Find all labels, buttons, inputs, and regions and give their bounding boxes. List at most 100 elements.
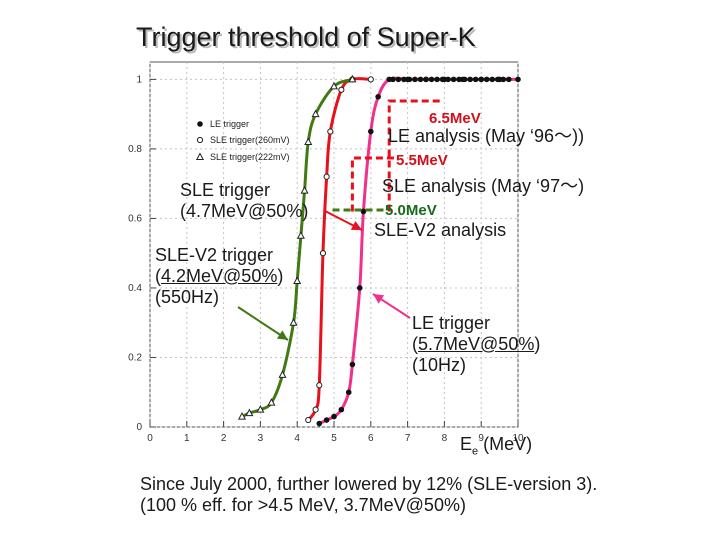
data-point-open-triangle (293, 276, 302, 284)
y-tick-label: 0 (136, 422, 142, 433)
x-tick-label: 3 (258, 433, 264, 444)
y-tick-label: 0.6 (128, 213, 142, 224)
le-trigger-threshold: 5.7MeV@50% (418, 334, 535, 354)
data-point-filled-circle (417, 76, 424, 83)
x-axis-label: Ee (MeV) (460, 434, 532, 458)
data-point-filled-circle (450, 76, 457, 83)
data-point-open-circle (319, 250, 327, 257)
slev2-analysis-threshold: 5.0MeV (385, 202, 437, 219)
le-trigger-label: LE trigger (5.7MeV@50%) (10Hz) (412, 313, 540, 376)
data-point-filled-circle (423, 76, 429, 83)
data-point-filled-circle (483, 76, 490, 83)
le-trigger-line1: LE trigger (412, 313, 491, 333)
slev2-trigger-threshold: 4.2MeV@50% (161, 266, 278, 286)
x-tick-label: 5 (331, 433, 337, 444)
data-point-filled-circle (349, 361, 356, 368)
sle-trigger-line2: (4.7MeV@50%) (180, 201, 309, 221)
data-point-filled-circle (331, 413, 337, 420)
x-tick-label: 10 (512, 433, 524, 444)
data-point-filled-circle (478, 76, 485, 83)
data-point-open-triangle (267, 398, 276, 406)
legend-entry: SLE trigger(260mV) (210, 135, 290, 145)
data-point-filled-circle (494, 76, 501, 83)
le-trigger-paren-close: ) (534, 334, 541, 354)
data-point-filled-circle (500, 76, 507, 83)
x-tick-label: 4 (294, 433, 300, 444)
threshold-5.0mev (332, 208, 384, 212)
le-trigger-paren-open: ( (412, 334, 418, 354)
data-point-open-triangle (245, 408, 254, 417)
data-point-open-circle (312, 406, 319, 413)
x-tick-label: 2 (221, 433, 227, 444)
data-point-filled-circle (338, 406, 345, 413)
data-point-open-circle (338, 86, 345, 93)
data-point-open-triangle (311, 109, 320, 118)
data-point-filled-circle (345, 389, 352, 396)
le-trigger-rate: (10Hz) (412, 355, 467, 375)
data-markers (237, 74, 521, 427)
data-point-open-triangle (296, 231, 305, 239)
le-analysis-threshold: 6.5MeV (429, 110, 481, 127)
slide-title: Trigger threshold of Super-K (136, 22, 476, 52)
x-tick-label: 0 (147, 433, 153, 444)
y-tick-label: 0.8 (128, 144, 142, 155)
data-point-open-triangle (195, 152, 205, 160)
slev2-trigger-line1: SLE-V2 trigger (155, 245, 274, 265)
data-point-filled-circle (412, 76, 418, 83)
data-point-open-circle (367, 76, 374, 83)
data-point-filled-circle (428, 76, 435, 83)
data-point-filled-circle (472, 76, 479, 83)
data-point-filled-circle (197, 121, 203, 127)
data-point-filled-circle (316, 420, 323, 427)
y-tick-label: 0.2 (128, 352, 142, 363)
data-point-filled-circle (356, 285, 363, 291)
slev2-trigger-paren-close: ) (277, 266, 284, 286)
data-point-filled-circle (506, 76, 512, 83)
x-axis-label-sub: e (472, 445, 479, 458)
grid (149, 62, 519, 428)
data-point-open-triangle (289, 318, 298, 326)
data-point-open-circle (316, 382, 323, 389)
data-point-filled-circle (375, 93, 381, 100)
x-tick-label: 6 (368, 433, 374, 444)
footer-line1: Since July 2000, further lowered by 12% … (140, 474, 598, 494)
x-tick-label: 1 (184, 433, 190, 444)
x-axis-label-main: E (460, 434, 473, 454)
data-point-open-circle (323, 173, 330, 180)
axes: 0 1 2 3 4 5 6 7 8 9 10 0 0.2 0.4 0.6 0.8 1 (128, 74, 524, 444)
sle-trigger-label: SLE trigger (4.7MeV@50%) (180, 180, 308, 222)
data-point-open-triangle (329, 81, 339, 90)
sle-trigger-line1: SLE trigger (180, 180, 271, 200)
y-tick-label: 1 (136, 74, 142, 85)
x-tick-label: 8 (442, 433, 448, 444)
data-point-open-triangle (348, 74, 357, 83)
data-point-filled-circle (489, 76, 496, 83)
arrow-sle-trigger-head (350, 220, 362, 230)
slev2-analysis-label: SLE-V2 analysis (374, 220, 507, 240)
threshold-6.5mev (387, 99, 440, 212)
data-point-open-triangle (256, 405, 265, 413)
data-point-open-triangle (237, 412, 247, 420)
threshold-5.5mev (350, 156, 395, 212)
data-point-filled-circle (390, 76, 396, 83)
legend-entry: LE trigger (210, 119, 249, 129)
y-tick-label: 0.4 (128, 283, 142, 294)
data-point-filled-circle (434, 76, 440, 83)
sle-analysis-label: SLE analysis (May ‘97～) (382, 176, 585, 196)
slev2-trigger-paren-open: ( (155, 266, 161, 286)
threshold-brackets (332, 99, 440, 212)
data-point-open-circle (327, 128, 334, 135)
annotation-arrows (237, 210, 411, 341)
x-tick-label: 9 (478, 433, 484, 444)
data-point-filled-circle (401, 76, 407, 83)
data-point-filled-circle (461, 76, 468, 83)
slev2-trigger-label: SLE-V2 trigger (4.2MeV@50%) (550Hz) (155, 245, 283, 308)
data-point-open-circle (305, 416, 312, 424)
data-point-filled-circle (439, 76, 446, 83)
chart-legend: LE trigger SLE trigger(260mV) SLE trigger(… (195, 119, 290, 162)
data-point-open-circle (196, 136, 204, 144)
slev2-trigger-rate: (550Hz) (155, 287, 220, 307)
le-analysis-label: LE analysis (May ‘96～)) (388, 126, 585, 146)
arrow-slev2-trigger-head (276, 330, 288, 340)
